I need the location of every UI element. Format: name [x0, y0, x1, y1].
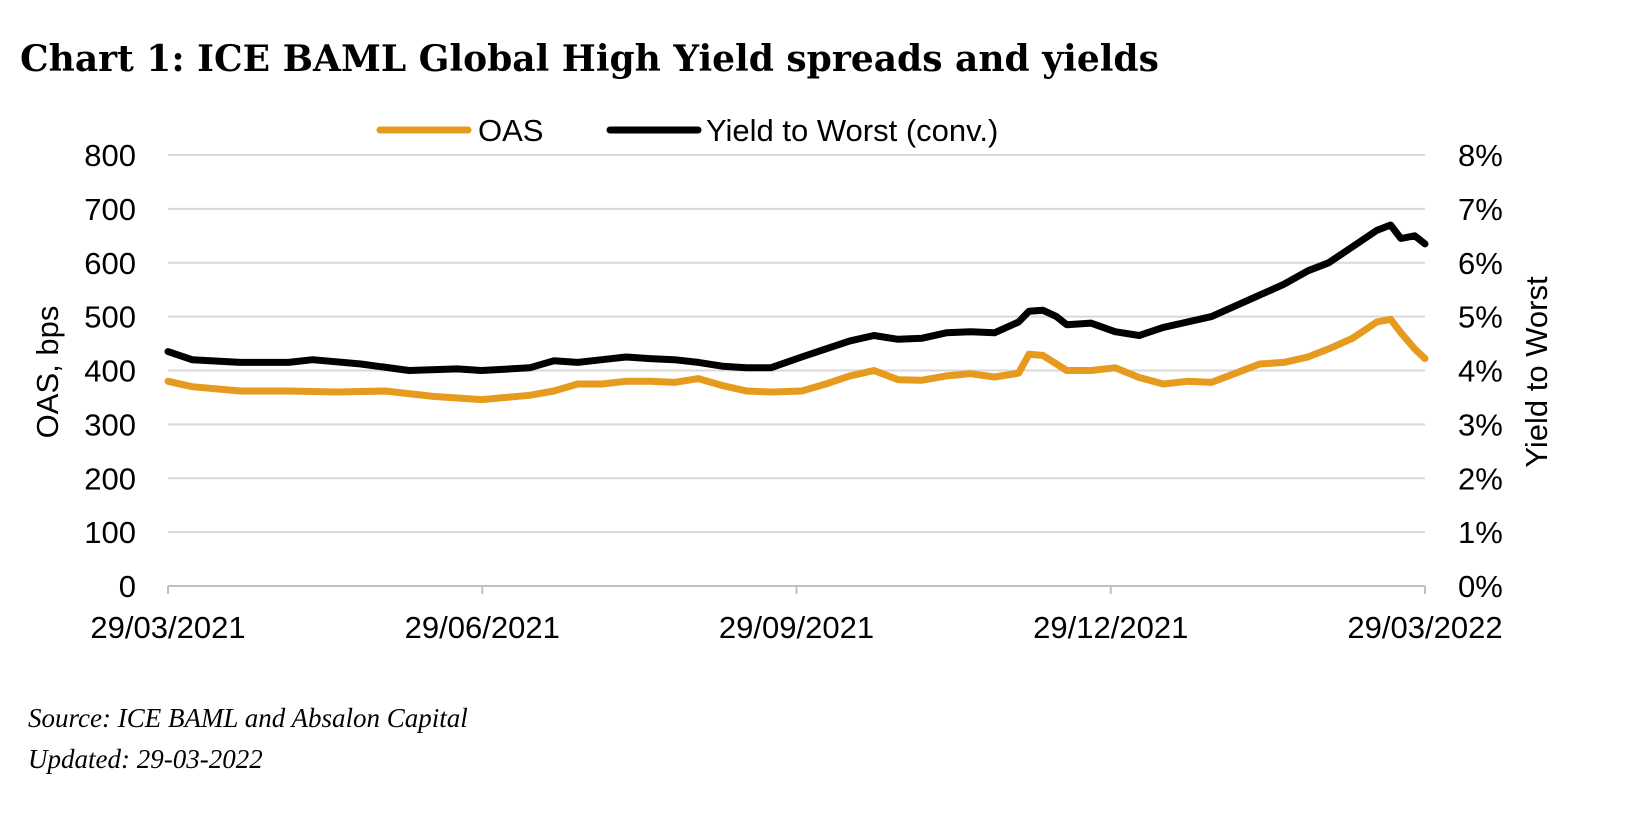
updated-note: Updated: 29-03-2022	[28, 744, 263, 774]
y-right-tick-label: 5%	[1458, 300, 1503, 335]
source-note: Source: ICE BAML and Absalon Capital	[28, 703, 468, 733]
y-left-tick-label: 0	[119, 569, 136, 604]
y-right-tick-label: 4%	[1458, 354, 1503, 389]
right-axis-ticks: 0% 1% 2% 3% 4% 5% 6% 7% 8%	[1458, 138, 1503, 604]
y-axis-label-left: OAS, bps	[30, 306, 65, 439]
y-right-tick-label: 3%	[1458, 407, 1503, 442]
y-left-tick-label: 600	[84, 246, 136, 281]
series-line-oas	[164, 315, 1429, 404]
y-left-tick-label: 500	[84, 300, 136, 335]
y-left-tick-label: 400	[84, 354, 136, 389]
x-tick-label: 29/03/2022	[1347, 610, 1502, 645]
chart-title: Chart 1: ICE BAML Global High Yield spre…	[20, 38, 1159, 80]
y-right-tick-label: 7%	[1458, 192, 1503, 227]
y-left-tick-label: 300	[84, 407, 136, 442]
x-axis: 29/03/2021 29/06/2021 29/09/2021 29/12/2021…	[90, 585, 1503, 645]
y-right-tick-label: 6%	[1458, 246, 1503, 281]
x-tick-label: 29/03/2021	[90, 610, 245, 645]
legend: OAS Yield to Worst (conv.)	[376, 113, 998, 148]
y-left-tick-label: 100	[84, 515, 136, 550]
x-tick-label: 29/12/2021	[1033, 610, 1188, 645]
y-right-tick-label: 2%	[1458, 461, 1503, 496]
legend-label: OAS	[478, 113, 543, 148]
left-axis-ticks: 0 100 200 300 400 500 600 700 800	[84, 138, 136, 604]
y-right-tick-label: 0%	[1458, 569, 1503, 604]
series-line-yield-to-worst-conv	[164, 221, 1429, 374]
x-tick-label: 29/09/2021	[719, 610, 874, 645]
y-right-tick-label: 1%	[1458, 515, 1503, 550]
y-left-tick-label: 200	[84, 461, 136, 496]
x-tick-label: 29/06/2021	[405, 610, 560, 645]
series-lines	[164, 221, 1429, 404]
gridlines	[168, 154, 1425, 534]
y-left-tick-label: 800	[84, 138, 136, 173]
y-left-tick-label: 700	[84, 192, 136, 227]
legend-label: Yield to Worst (conv.)	[706, 113, 998, 148]
y-right-tick-label: 8%	[1458, 138, 1503, 173]
y-axis-label-right: Yield to Worst	[1519, 276, 1554, 468]
